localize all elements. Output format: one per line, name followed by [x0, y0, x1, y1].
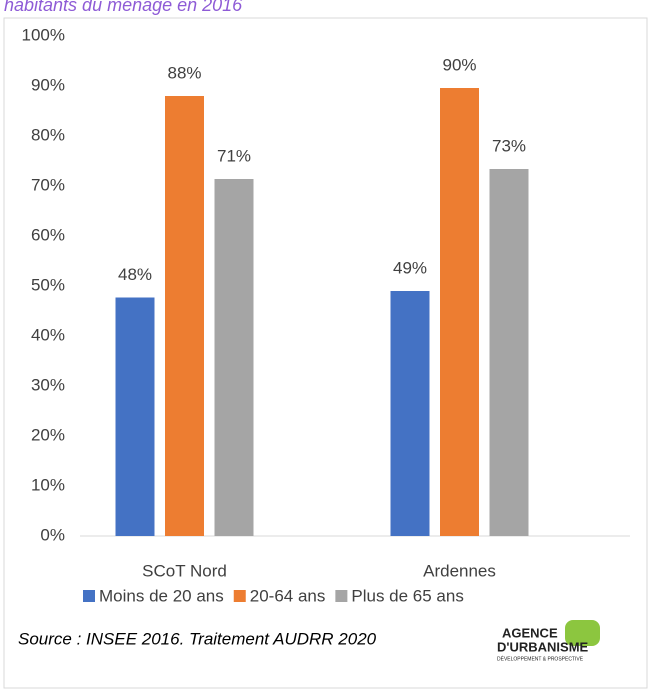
y-tick-label: 40%: [31, 325, 65, 344]
x-tick-label: SCoT Nord: [142, 561, 227, 580]
bar: [165, 96, 204, 536]
logo-text: AGENCE: [502, 625, 558, 640]
legend-label: Moins de 20 ans: [99, 586, 224, 605]
bar: [214, 179, 254, 536]
value-label: 90%: [442, 55, 476, 74]
bar: [390, 291, 430, 536]
logo-text: D'URBANISME: [497, 639, 589, 654]
y-tick-label: 0%: [40, 525, 65, 544]
bar: [440, 88, 479, 536]
y-tick-label: 100%: [22, 25, 65, 44]
value-label: 73%: [492, 136, 526, 155]
y-tick-label: 20%: [31, 425, 65, 444]
value-label: 49%: [393, 258, 427, 277]
legend-label: 20-64 ans: [250, 586, 326, 605]
chart-frame: [3, 17, 648, 689]
legend-swatch: [335, 590, 348, 602]
y-tick-label: 50%: [31, 275, 65, 294]
y-tick-label: 60%: [31, 225, 65, 244]
bar: [489, 169, 529, 536]
logo-leaf: [565, 620, 600, 646]
x-tick-label: Ardennes: [423, 561, 496, 580]
legend-label: Plus de 65 ans: [351, 586, 463, 605]
y-tick-label: 30%: [31, 375, 65, 394]
y-tick-label: 90%: [31, 75, 65, 94]
legend-swatch: [83, 590, 95, 602]
legend-swatch: [233, 590, 246, 602]
y-tick-label: 80%: [31, 125, 65, 144]
value-label: 48%: [118, 265, 152, 284]
source: Source : INSEE 2016. Traitement AUDRR 20…: [18, 629, 377, 648]
y-tick-label: 70%: [31, 175, 65, 194]
bar: [115, 297, 155, 536]
chart-title: habitants du ménage en 2016: [4, 0, 243, 15]
logo-text: DÉVELOPPEMENT & PROSPECTIVE: [497, 655, 584, 662]
value-label: 71%: [217, 146, 251, 165]
y-tick-label: 10%: [31, 475, 65, 494]
value-label: 88%: [167, 63, 201, 82]
